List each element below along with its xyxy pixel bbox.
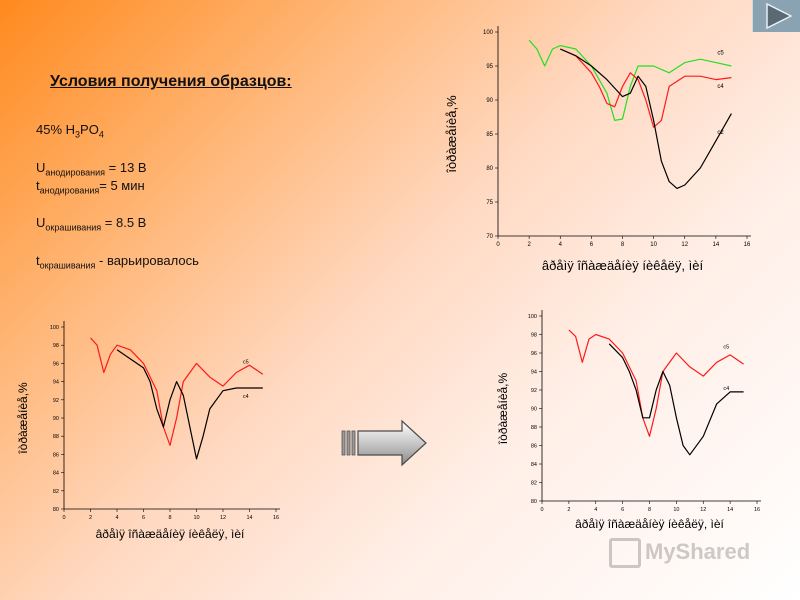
x-tick-label: 0 [496, 242, 500, 248]
series-label-c5: c5 [717, 50, 724, 56]
y-axis-label: îòðàæåíèå,% [444, 95, 459, 174]
condition-u-okr: Uокрашивания = 8.5 В [36, 215, 147, 233]
y-tick-label: 80 [53, 507, 59, 513]
y-tick-label: 88 [531, 425, 537, 431]
x-tick-label: 16 [273, 515, 279, 521]
y-tick-label: 94 [531, 370, 537, 376]
watermark-icon [609, 538, 641, 568]
y-axis-label: îòðàæåíèå,% [496, 372, 510, 445]
watermark: MyShared [609, 538, 750, 568]
series-line-c4 [560, 48, 732, 128]
x-axis-label: âðåìÿ îñàæäåíèÿ íèêåëÿ, ìèí [542, 258, 704, 273]
x-tick-label: 8 [648, 507, 651, 513]
x-tick-label: 14 [713, 242, 720, 248]
x-tick-label: 12 [681, 242, 688, 248]
x-tick-label: 2 [527, 242, 531, 248]
x-tick-label: 6 [621, 507, 624, 513]
y-tick-label: 94 [53, 380, 59, 386]
y-tick-label: 98 [53, 343, 59, 349]
y-tick-label: 84 [531, 462, 537, 468]
y-tick-label: 88 [53, 434, 59, 440]
y-tick-label: 95 [486, 64, 493, 70]
x-tick-label: 10 [650, 242, 657, 248]
y-tick-label: 80 [531, 499, 537, 505]
y-tick-label: 96 [53, 361, 59, 367]
y-tick-label: 100 [50, 325, 59, 331]
x-tick-label: 16 [744, 242, 751, 248]
series-line-c5 [568, 329, 744, 437]
x-tick-label: 4 [115, 515, 118, 521]
y-tick-label: 85 [486, 132, 493, 138]
next-slide-button[interactable] [752, 0, 800, 32]
y-tick-label: 90 [53, 416, 59, 422]
x-tick-label: 0 [62, 515, 65, 521]
y-tick-label: 80 [486, 166, 493, 172]
y-tick-label: 90 [531, 407, 537, 413]
x-tick-label: 14 [246, 515, 252, 521]
y-tick-label: 75 [486, 200, 493, 206]
x-axis-label: âðåìÿ îñàæäåíèÿ íèêåëÿ, ìèí [575, 517, 724, 531]
x-tick-label: 16 [754, 507, 760, 513]
y-tick-label: 92 [53, 398, 59, 404]
series-line-c5 [528, 39, 732, 121]
x-tick-label: 14 [727, 507, 733, 513]
y-tick-label: 96 [531, 351, 537, 357]
series-line-c5 [90, 337, 264, 446]
y-tick-label: 70 [486, 234, 493, 240]
series-label-c4: c4 [723, 386, 729, 392]
y-axis-label: îòðàæåíèå,% [16, 382, 30, 455]
series-label-c5: c5 [723, 344, 729, 350]
x-tick-label: 4 [559, 242, 563, 248]
series-label-c5: c5 [243, 359, 249, 365]
play-triangle-icon [766, 2, 793, 30]
y-tick-label: 82 [53, 489, 59, 495]
y-tick-label: 86 [53, 452, 59, 458]
x-tick-label: 8 [621, 242, 625, 248]
series-line-c2 [560, 48, 732, 189]
transition-arrow [340, 418, 430, 473]
series-label-c4: c4 [717, 84, 724, 90]
condition-t-anod: tанодирования= 5 мин [36, 178, 145, 196]
condition-t-okr: tокрашивания - варьировалось [36, 253, 199, 271]
x-tick-label: 12 [700, 507, 706, 513]
x-tick-label: 12 [220, 515, 226, 521]
y-tick-label: 86 [531, 444, 537, 450]
condition-u-anod: Uанодирования = 13 В [36, 160, 147, 178]
condition-acid: 45% H3PO4 [36, 122, 104, 140]
y-tick-label: 84 [53, 471, 59, 477]
x-tick-label: 0 [540, 507, 543, 513]
y-tick-label: 90 [486, 98, 493, 104]
x-tick-label: 10 [193, 515, 199, 521]
y-tick-label: 100 [528, 314, 537, 320]
series-line-c4 [116, 349, 263, 460]
y-tick-label: 82 [531, 481, 537, 487]
x-tick-label: 8 [168, 515, 171, 521]
series-line-c4 [608, 343, 744, 456]
y-tick-label: 92 [531, 388, 537, 394]
y-tick-label: 98 [531, 333, 537, 339]
x-tick-label: 4 [594, 507, 597, 513]
series-label-c2: c2 [717, 130, 724, 136]
x-tick-label: 10 [673, 507, 679, 513]
x-axis-label: âðåìÿ îñàæäåíèÿ íèêåëÿ, ìèí [96, 527, 245, 541]
x-tick-label: 2 [89, 515, 92, 521]
y-tick-label: 100 [483, 30, 494, 36]
x-tick-label: 6 [590, 242, 594, 248]
slide-heading: Условия получения образцов: [50, 73, 292, 90]
x-tick-label: 6 [142, 515, 145, 521]
series-label-c4: c4 [243, 394, 249, 400]
x-tick-label: 2 [567, 507, 570, 513]
